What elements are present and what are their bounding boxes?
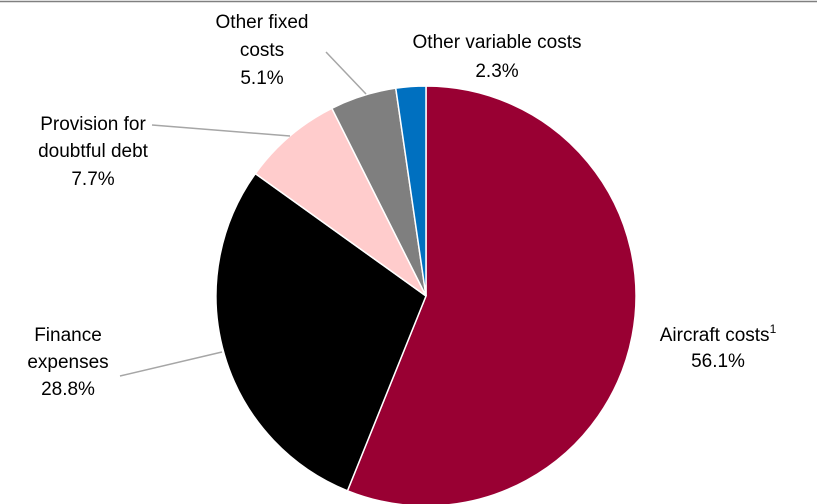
slice-value-finance-expenses: 28.8% [41,379,95,400]
pie-slice-aircraft-costs [346,85,637,504]
leader-line-provision-for-doubtful-debt [151,124,291,137]
pie-slices [215,85,637,504]
leader-line-finance-expenses [119,351,223,377]
slice-label-other-fixed-costs: Other fixed [216,12,309,33]
pie-slice-other-variable-costs [394,85,427,297]
slice-label-provision-for-doubtful-debt-line2: doubtful debt [38,141,149,162]
pie-slice-finance-expenses [215,172,427,492]
slice-value-provision-for-doubtful-debt: 7.7% [71,169,114,190]
slice-value-other-fixed-costs: 5.1% [240,68,283,89]
slice-label-provision-for-doubtful-debt: Provision for [40,114,146,135]
slice-label-other-variable-costs: Other variable costs [413,32,582,53]
slice-value-aircraft-costs: 56.1% [691,351,745,372]
slice-label-other-fixed-costs-line2: costs [240,40,284,61]
slice-value-other-variable-costs: 2.3% [475,61,518,82]
slice-label-aircraft-costs: Aircraft costs1 [660,322,777,346]
leader-line-other-fixed-costs [325,51,367,95]
slice-label-finance-expenses-line2: expenses [27,352,108,373]
slice-label-finance-expenses: Finance [34,325,102,346]
